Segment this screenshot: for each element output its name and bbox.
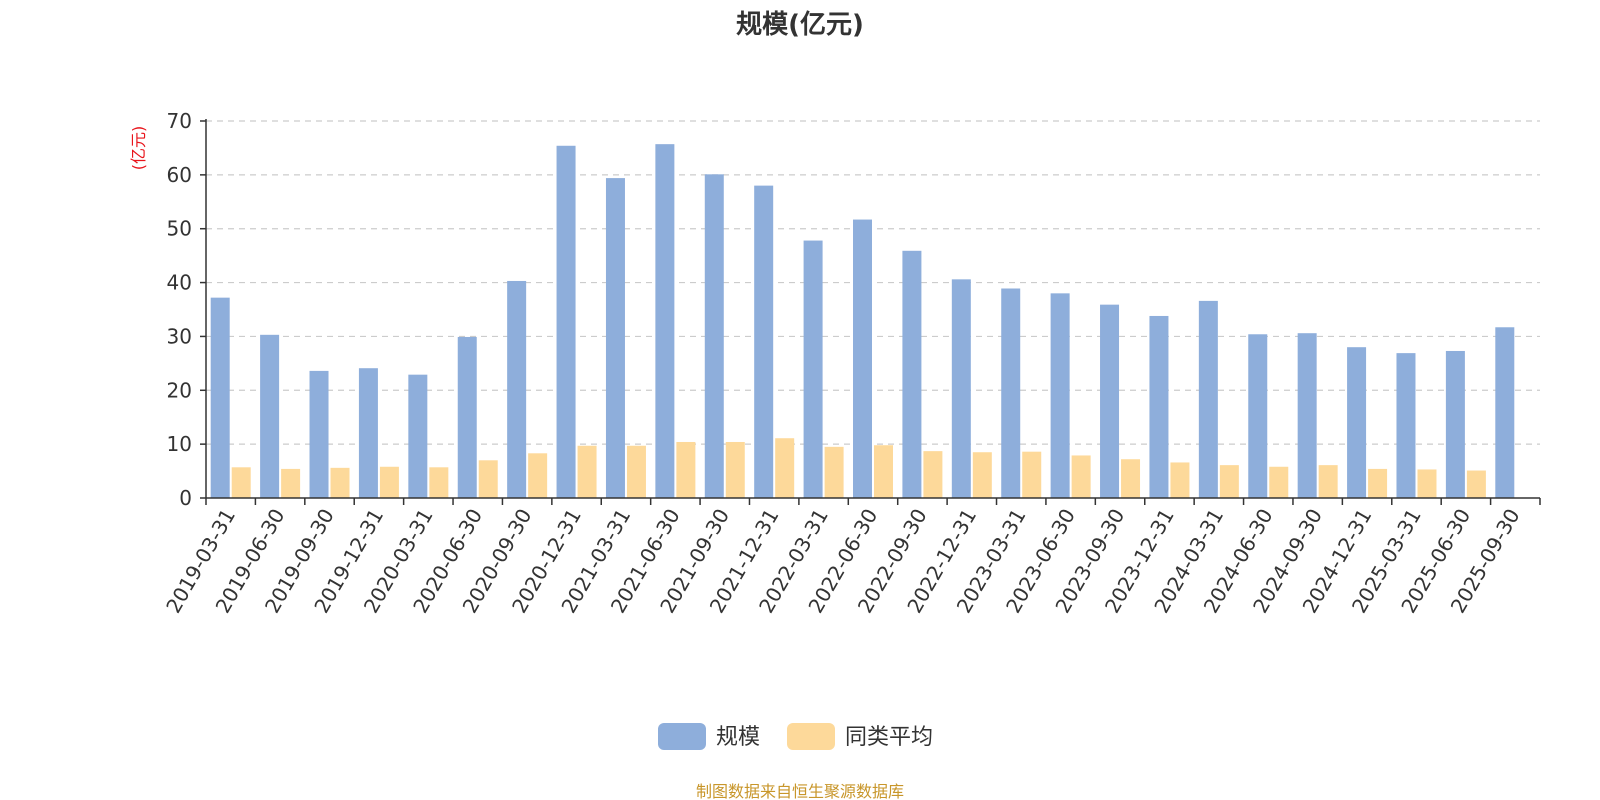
bar-scale[interactable] bbox=[1347, 347, 1367, 498]
gridlines bbox=[206, 120, 1540, 445]
y-tick-label: 70 bbox=[167, 109, 192, 133]
y-tick-label: 30 bbox=[167, 324, 192, 348]
y-tick-label: 0 bbox=[179, 486, 192, 510]
bar-scale[interactable] bbox=[507, 280, 527, 498]
bar-scale[interactable] bbox=[1445, 350, 1465, 498]
bar-category-average[interactable] bbox=[330, 467, 350, 498]
bar-category-average[interactable] bbox=[1318, 465, 1338, 498]
bar-scale[interactable] bbox=[457, 336, 477, 498]
y-tick-label: 60 bbox=[167, 163, 192, 187]
legend-swatch-category-average[interactable] bbox=[787, 723, 835, 750]
bar-category-average[interactable] bbox=[874, 445, 893, 498]
bar-category-average[interactable] bbox=[824, 446, 844, 498]
legend-label-scale[interactable]: 规模 bbox=[716, 725, 760, 750]
bar-scale[interactable] bbox=[1396, 353, 1416, 498]
bar-scale[interactable] bbox=[754, 185, 774, 498]
bar-category-average[interactable] bbox=[1368, 468, 1388, 498]
bar-category-average[interactable] bbox=[972, 452, 992, 498]
bar-scale[interactable] bbox=[951, 279, 971, 498]
bar-category-average[interactable] bbox=[1269, 466, 1289, 498]
bar-category-average[interactable] bbox=[577, 445, 597, 498]
y-tick-label: 20 bbox=[167, 378, 192, 402]
bar-category-average[interactable] bbox=[1417, 469, 1437, 498]
source-note: 制图数据来自恒生聚源数据库 bbox=[696, 782, 904, 800]
bar-category-average[interactable] bbox=[1170, 462, 1190, 498]
bar-category-average[interactable] bbox=[1466, 470, 1486, 498]
bar-scale[interactable] bbox=[605, 178, 625, 499]
bar-category-average[interactable] bbox=[231, 467, 251, 498]
bar-scale[interactable] bbox=[853, 219, 872, 498]
bar-scale[interactable] bbox=[1100, 304, 1120, 498]
bar-scale[interactable] bbox=[1495, 327, 1515, 498]
bar-category-average[interactable] bbox=[1219, 465, 1239, 498]
bar-scale[interactable] bbox=[1248, 334, 1268, 498]
bar-category-average[interactable] bbox=[725, 441, 745, 498]
bar-scale[interactable] bbox=[655, 144, 675, 498]
bar-category-average[interactable] bbox=[281, 468, 301, 498]
bar-scale[interactable] bbox=[556, 145, 576, 498]
bar-category-average[interactable] bbox=[1022, 451, 1042, 498]
bar-scale[interactable] bbox=[803, 240, 823, 498]
y-tick-label: 40 bbox=[167, 271, 192, 295]
bar-category-average[interactable] bbox=[379, 466, 399, 498]
bar-category-average[interactable] bbox=[923, 451, 943, 498]
bar-category-average[interactable] bbox=[1121, 459, 1141, 498]
bar-category-average[interactable] bbox=[1071, 455, 1091, 498]
bar-scale[interactable] bbox=[1050, 293, 1070, 498]
bar-scale[interactable] bbox=[902, 250, 922, 498]
y-axis-label: (亿元) bbox=[129, 126, 148, 171]
bar-category-average[interactable] bbox=[478, 460, 498, 498]
bar-scale[interactable] bbox=[1149, 315, 1169, 498]
bar-scale[interactable] bbox=[1297, 333, 1317, 498]
legend-swatch-scale[interactable] bbox=[658, 723, 706, 750]
axes bbox=[205, 119, 1540, 499]
bar-scale[interactable] bbox=[358, 368, 378, 498]
chart-title: 规模(亿元) bbox=[736, 10, 864, 40]
y-axis-ticks: 0 10 20 30 40 50 60 70 bbox=[167, 109, 206, 510]
legend: 规模 同类平均 bbox=[658, 723, 933, 750]
bar-scale[interactable] bbox=[260, 334, 280, 498]
y-tick-label: 50 bbox=[167, 217, 192, 241]
bar-scale[interactable] bbox=[408, 374, 428, 498]
bar-scale[interactable] bbox=[1001, 288, 1021, 498]
bar-category-average[interactable] bbox=[626, 445, 646, 498]
legend-label-category-average[interactable]: 同类平均 bbox=[845, 725, 933, 750]
bar-scale[interactable] bbox=[309, 370, 329, 498]
bars bbox=[210, 144, 1515, 499]
y-tick-label: 10 bbox=[167, 432, 192, 456]
bar-category-average[interactable] bbox=[775, 438, 795, 498]
bar-scale[interactable] bbox=[1198, 300, 1218, 498]
bar-scale[interactable] bbox=[210, 297, 230, 498]
bar-category-average[interactable] bbox=[676, 441, 696, 498]
x-axis-ticks: 2019-03-312019-06-302019-09-302019-12-31… bbox=[161, 498, 1541, 617]
bar-category-average[interactable] bbox=[429, 467, 449, 498]
bar-scale[interactable] bbox=[704, 174, 724, 498]
bar-category-average[interactable] bbox=[528, 453, 548, 498]
